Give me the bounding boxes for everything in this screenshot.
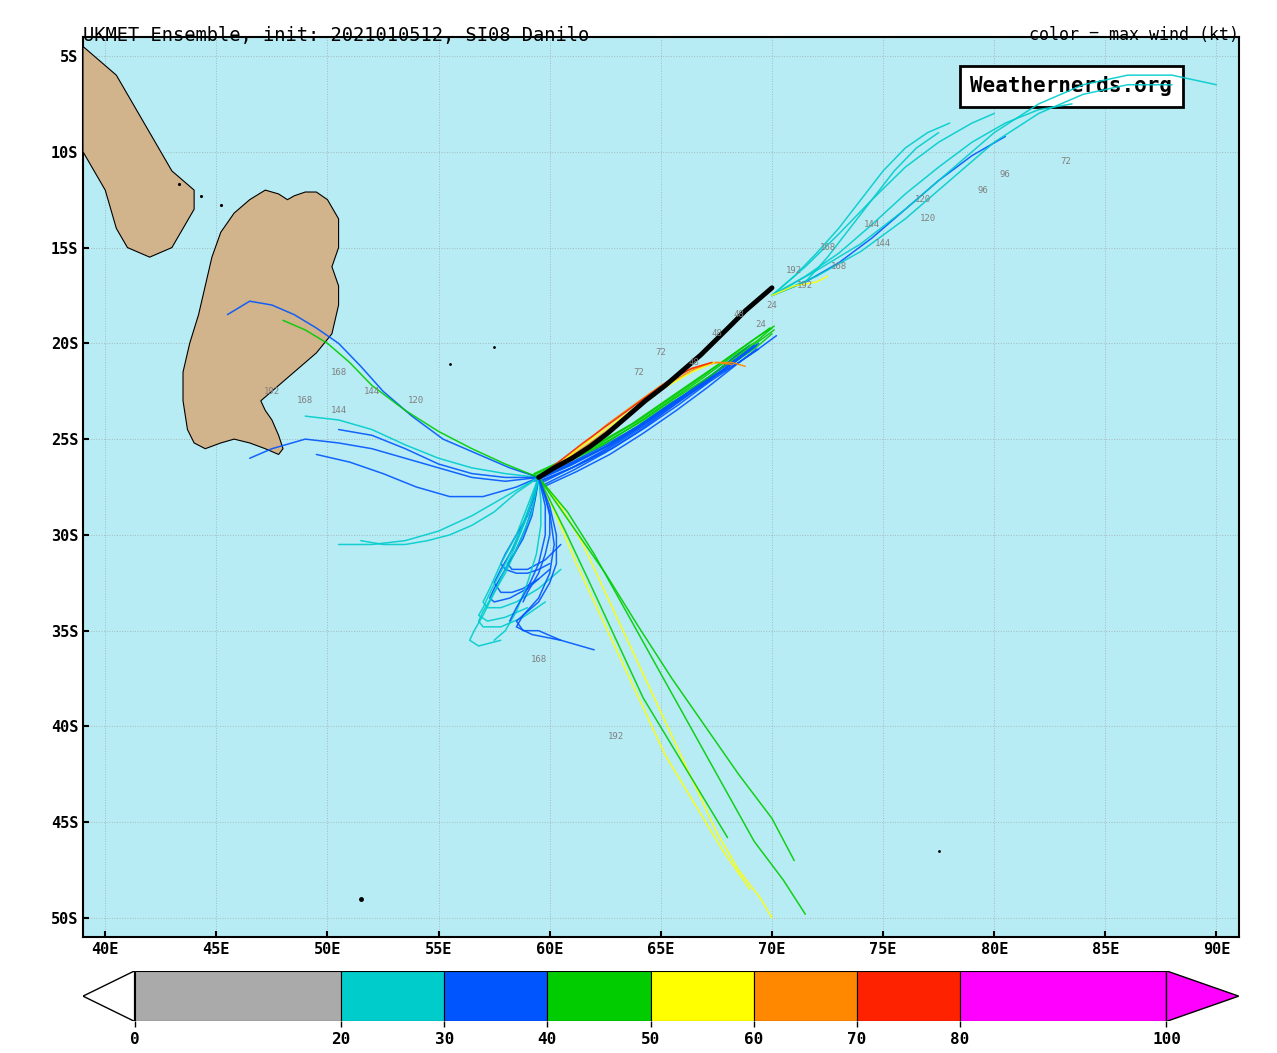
Polygon shape xyxy=(83,971,134,1021)
Text: 168: 168 xyxy=(820,243,835,252)
Bar xyxy=(548,971,650,1021)
Text: 192: 192 xyxy=(787,266,802,275)
Text: 120: 120 xyxy=(919,215,936,223)
Text: 48: 48 xyxy=(688,358,700,367)
Text: 168: 168 xyxy=(331,367,346,377)
Polygon shape xyxy=(183,191,338,455)
Bar xyxy=(857,971,960,1021)
Text: 120: 120 xyxy=(916,195,931,204)
Bar xyxy=(134,971,341,1021)
Bar xyxy=(444,971,548,1021)
Text: 72: 72 xyxy=(1060,157,1070,166)
Bar xyxy=(753,971,857,1021)
Text: 192: 192 xyxy=(264,386,280,396)
Text: color = max wind (kt): color = max wind (kt) xyxy=(1029,26,1239,44)
Text: 144: 144 xyxy=(875,239,891,249)
Polygon shape xyxy=(83,46,194,257)
Bar xyxy=(341,971,444,1021)
Polygon shape xyxy=(1166,971,1239,1021)
Text: Weathernerds.org: Weathernerds.org xyxy=(971,77,1172,97)
Text: 48: 48 xyxy=(733,311,744,319)
Text: 144: 144 xyxy=(364,386,381,396)
Text: 72: 72 xyxy=(655,349,667,357)
Text: 144: 144 xyxy=(865,220,880,230)
Text: 168: 168 xyxy=(298,396,313,405)
Text: 96: 96 xyxy=(1000,171,1010,179)
Text: 24: 24 xyxy=(756,320,766,329)
Text: 120: 120 xyxy=(409,396,424,405)
Text: 48: 48 xyxy=(711,330,722,338)
Text: 24: 24 xyxy=(766,300,778,310)
Text: 96: 96 xyxy=(978,185,988,195)
Text: 168: 168 xyxy=(830,262,847,272)
Text: 192: 192 xyxy=(608,732,624,740)
Text: 72: 72 xyxy=(633,367,644,377)
Text: 144: 144 xyxy=(331,405,346,415)
Text: 168: 168 xyxy=(530,655,547,663)
Bar xyxy=(650,971,753,1021)
Bar xyxy=(960,971,1166,1021)
Text: 192: 192 xyxy=(797,281,813,291)
Text: UKMET Ensemble, init: 2021010512, SI08 Danilo: UKMET Ensemble, init: 2021010512, SI08 D… xyxy=(83,26,589,45)
